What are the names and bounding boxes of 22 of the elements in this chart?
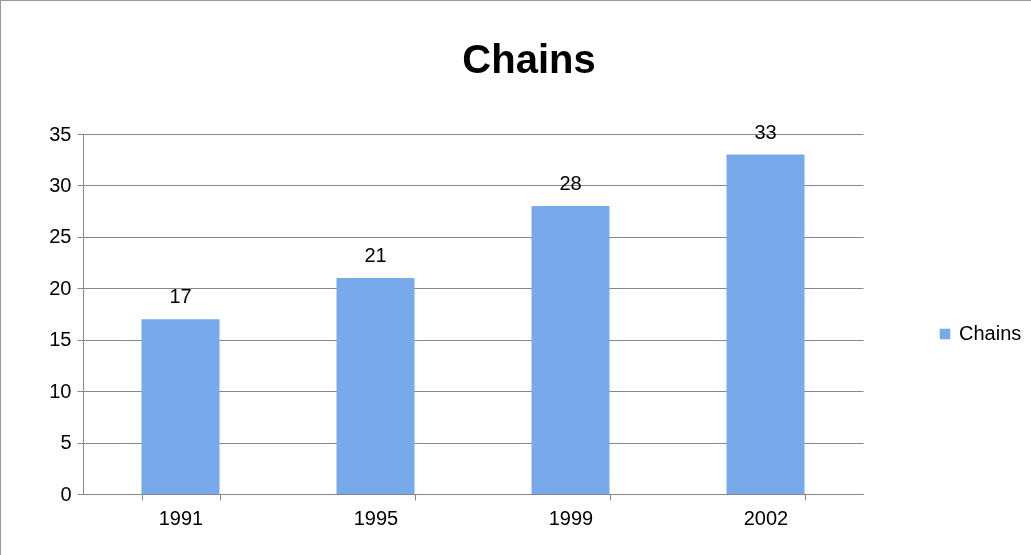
- bar: [726, 154, 805, 494]
- y-tick-label: 5: [60, 431, 72, 454]
- x-tick-label: 2002: [743, 506, 789, 529]
- y-tick-label: 25: [49, 225, 72, 248]
- chart-title: Chains: [462, 36, 596, 81]
- data-label: 28: [559, 172, 582, 194]
- y-tick-label: 35: [49, 122, 72, 145]
- x-tick-label: 1995: [353, 506, 399, 529]
- data-label: 17: [169, 285, 192, 308]
- y-tick-label: 30: [49, 173, 72, 196]
- legend-label: Chains: [959, 322, 1022, 344]
- x-tick-label: 1999: [548, 506, 594, 529]
- y-tick-label: 20: [49, 276, 72, 299]
- x-tick-label: 1991: [158, 506, 204, 529]
- bar: [531, 206, 610, 494]
- data-label: 33: [754, 120, 777, 143]
- y-tick-label: 15: [49, 328, 72, 351]
- y-tick-label: 0: [60, 482, 72, 505]
- y-tick-label: 10: [49, 379, 72, 402]
- bar: [141, 319, 220, 494]
- data-label: 21: [364, 244, 387, 266]
- bar: [336, 278, 415, 494]
